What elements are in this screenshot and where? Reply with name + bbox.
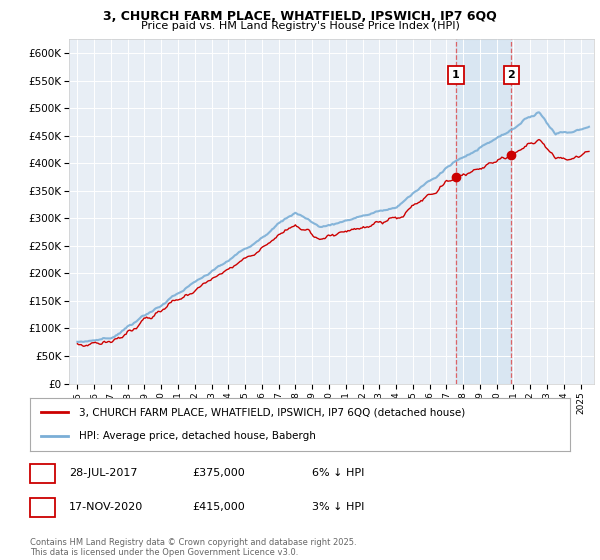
Text: 3, CHURCH FARM PLACE, WHATFIELD, IPSWICH, IP7 6QQ: 3, CHURCH FARM PLACE, WHATFIELD, IPSWICH… [103, 10, 497, 23]
Text: 1: 1 [452, 70, 460, 80]
Text: £415,000: £415,000 [192, 502, 245, 512]
Text: 6% ↓ HPI: 6% ↓ HPI [312, 468, 364, 478]
Text: 3, CHURCH FARM PLACE, WHATFIELD, IPSWICH, IP7 6QQ (detached house): 3, CHURCH FARM PLACE, WHATFIELD, IPSWICH… [79, 408, 465, 418]
Text: Price paid vs. HM Land Registry's House Price Index (HPI): Price paid vs. HM Land Registry's House … [140, 21, 460, 31]
Text: 1: 1 [39, 468, 46, 478]
Text: 28-JUL-2017: 28-JUL-2017 [69, 468, 137, 478]
Text: HPI: Average price, detached house, Babergh: HPI: Average price, detached house, Babe… [79, 431, 316, 441]
Text: Contains HM Land Registry data © Crown copyright and database right 2025.
This d: Contains HM Land Registry data © Crown c… [30, 538, 356, 557]
Text: 3% ↓ HPI: 3% ↓ HPI [312, 502, 364, 512]
Text: 17-NOV-2020: 17-NOV-2020 [69, 502, 143, 512]
Text: 2: 2 [508, 70, 515, 80]
Text: 2: 2 [39, 502, 46, 512]
Text: £375,000: £375,000 [192, 468, 245, 478]
Bar [456, 39, 511, 384]
